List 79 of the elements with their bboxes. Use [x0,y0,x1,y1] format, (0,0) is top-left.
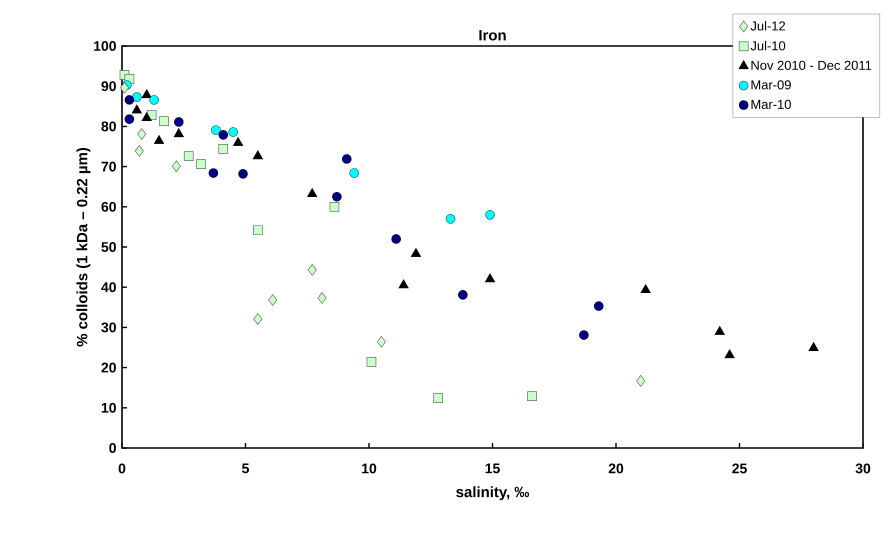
point [238,169,248,179]
point [208,168,218,178]
point [636,375,646,387]
point [458,290,468,300]
point [410,248,421,257]
y-tick-label: 80 [101,121,116,132]
point [808,342,819,351]
point [391,234,401,244]
point [218,144,228,154]
y-tick-label: 30 [101,322,116,332]
legend-label: Nov 2010 - Dec 2011 [751,60,872,70]
x-tick-label: 30 [856,464,870,474]
legend-label: Mar-10 [751,100,791,109]
point [142,112,152,122]
point [149,95,159,105]
point [308,264,317,276]
point [484,273,496,282]
legend-label: Jul-12 [750,21,786,31]
point [120,82,129,94]
point [724,349,735,358]
point [228,127,238,137]
point [142,89,152,98]
point [318,292,326,304]
point [332,192,342,202]
y-tick-label: 70 [102,162,116,172]
point [211,125,221,135]
point [184,151,194,161]
x-tick-label: 10 [362,464,376,474]
point [485,210,495,220]
y-tick-label: 100 [94,41,116,51]
point [124,114,134,124]
y-axis-title: % colloids (1 kDa – 0.22 µm) [76,148,90,346]
point [134,145,144,157]
point [349,168,359,178]
point [253,313,262,325]
point [253,225,263,235]
point [446,214,456,224]
point [433,393,443,403]
point [196,159,206,169]
x-tick-label: 15 [486,464,500,474]
x-tick-label: 5 [242,464,249,474]
y-tick-label: 40 [101,282,116,292]
x-axis-title: salinity, ‰ [456,486,530,500]
point [174,117,184,127]
point [330,202,340,212]
point [132,92,142,102]
point [376,336,386,348]
y-tick-label: 20 [101,362,116,373]
point [714,326,725,335]
point [268,294,278,306]
y-tick-label: 50 [101,242,116,252]
y-tick-label: 90 [101,81,116,92]
chart-title: Iron [479,30,506,40]
x-tick-label: 25 [732,464,747,474]
point [159,116,169,126]
y-tick-label: 10 [102,402,116,413]
y-tick-label: 60 [101,202,116,212]
legend-label: Jul-10 [750,40,786,50]
point [233,137,244,146]
point [307,188,318,197]
point [594,301,604,311]
point [132,104,142,114]
point [579,330,589,340]
point [174,128,184,138]
point [342,154,352,164]
point [154,135,164,144]
point [137,128,146,140]
point [640,284,651,294]
point [398,279,409,288]
point [172,160,181,172]
point [218,130,228,140]
x-tick-label: 0 [118,464,126,474]
x-tick-label: 20 [608,464,624,474]
legend-label: Mar-09 [751,80,791,90]
point [124,95,134,105]
point [366,357,376,367]
y-tick-label: 0 [109,443,116,453]
point [527,391,537,401]
point [252,150,263,160]
